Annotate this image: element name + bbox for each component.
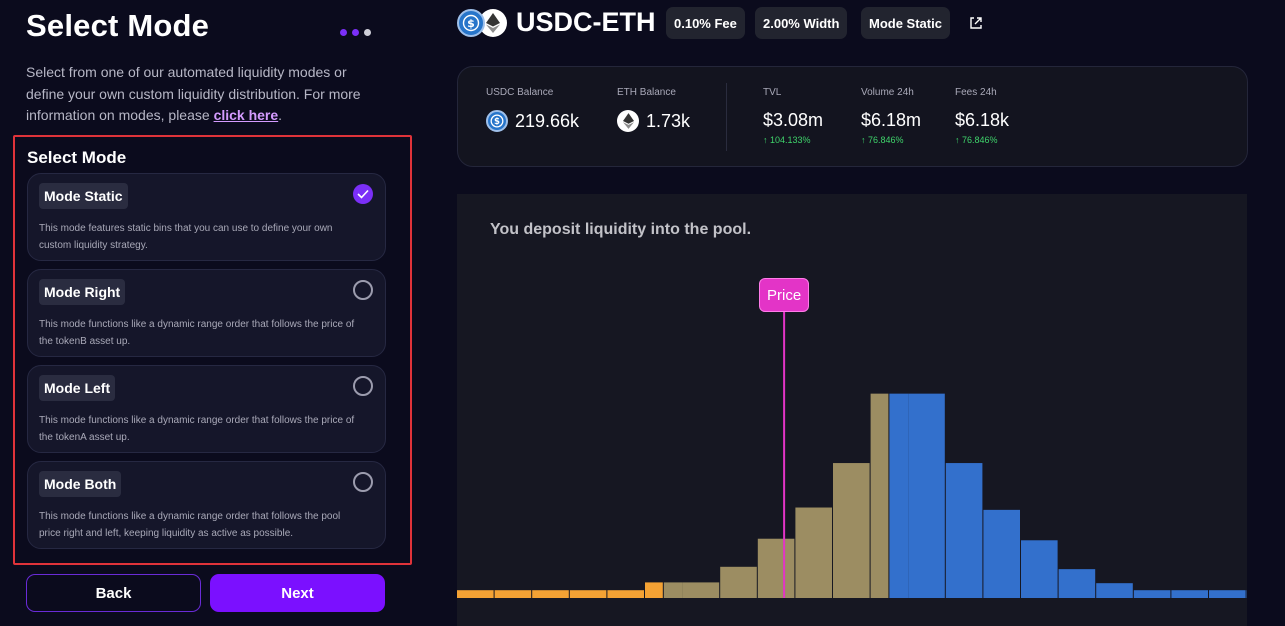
- intro-body: Select from one of our automated liquidi…: [26, 64, 361, 123]
- mode-card-both[interactable]: Mode Both This mode functions like a dyn…: [27, 461, 386, 549]
- fees-change: ↑ 76.846%: [955, 135, 998, 145]
- check-icon: [357, 189, 369, 199]
- mode-description: This mode functions like a dynamic range…: [39, 511, 341, 539]
- step-dot-1: [340, 29, 347, 36]
- mode-card-right[interactable]: Mode Right This mode functions like a dy…: [27, 269, 386, 357]
- radio-icon[interactable]: [353, 280, 373, 300]
- eth-coin-icon: [617, 110, 639, 132]
- liquidity-bar-5-b: [663, 582, 683, 598]
- liquidity-bar-13: [945, 463, 983, 598]
- fees-value: $6.18k: [955, 110, 1010, 130]
- ethereum-diamond-icon: [622, 113, 634, 129]
- pool-stats-card: USDC Balance $ 219.66k ETH Balance 1.73k…: [457, 66, 1248, 167]
- volume-change: ↑ 76.846%: [861, 135, 904, 145]
- mode-description: This mode features static bins that you …: [39, 223, 333, 251]
- liquidity-bar-20: [1209, 590, 1246, 598]
- next-button[interactable]: Next: [210, 574, 385, 612]
- usdc-coin-icon: $: [486, 110, 508, 132]
- radio-icon[interactable]: [353, 472, 373, 492]
- liquidity-bars: [457, 312, 1247, 598]
- liquidity-bar-18: [1133, 590, 1171, 598]
- width-badge: 2.00% Width: [755, 7, 848, 39]
- chart-caption: You deposit liquidity into the pool.: [490, 221, 752, 238]
- radio-checked-icon[interactable]: [353, 184, 373, 204]
- external-link-icon[interactable]: [968, 15, 984, 31]
- price-label: Price: [759, 278, 810, 312]
- liquidity-bar-3: [569, 590, 607, 598]
- mode-card-left[interactable]: Mode Left This mode functions like a dyn…: [27, 365, 386, 453]
- svg-text:$: $: [494, 117, 500, 127]
- fee-badge: 0.10% Fee: [666, 7, 745, 39]
- dollar-icon: $: [490, 114, 504, 128]
- tvl-value: $3.08m: [763, 110, 824, 130]
- liquidity-bar-12: [908, 393, 945, 598]
- liquidity-bar-9: [795, 507, 832, 598]
- volume-change-value: 76.846%: [868, 135, 904, 145]
- fees-change-value: 76.846%: [962, 135, 998, 145]
- usdc-balance-value: 219.66k: [515, 110, 580, 131]
- liquidity-bar-2: [532, 590, 569, 598]
- pair-title: USDC-ETH: [516, 7, 656, 37]
- liquidity-bar-11-b: [889, 393, 909, 598]
- token-pair-icons: $: [457, 9, 507, 37]
- step-indicator: [340, 29, 371, 36]
- click-here-link[interactable]: click here: [213, 107, 279, 123]
- liquidity-bar-7: [720, 566, 757, 598]
- mode-heading: Select Mode: [27, 148, 127, 167]
- intro-end: .: [278, 107, 283, 123]
- external-link-glyph: [970, 17, 982, 29]
- mode-description: This mode functions like a dynamic range…: [39, 415, 355, 443]
- eth-balance-label: ETH Balance: [617, 87, 676, 98]
- mode-name: Mode Both: [39, 471, 122, 497]
- volume-value: $6.18m: [861, 110, 922, 130]
- mode-badge: Mode Static: [861, 7, 950, 39]
- liquidity-bar-6: [682, 582, 720, 598]
- intro-text: Select from one of our automated liquidi…: [26, 62, 386, 127]
- liquidity-bar-5-a: [645, 582, 663, 598]
- mode-name: Mode Left: [39, 375, 116, 401]
- svg-text:$: $: [467, 17, 475, 30]
- dollar-icon: $: [462, 14, 480, 32]
- liquidity-bar-0: [457, 590, 494, 598]
- mode-description: This mode functions like a dynamic range…: [39, 319, 355, 347]
- mode-name: Mode Right: [39, 279, 126, 305]
- tvl-change: ↑ 104.133%: [763, 135, 811, 145]
- usdc-coin-icon: $: [457, 9, 485, 37]
- usdc-balance-label: USDC Balance: [486, 87, 554, 98]
- radio-icon[interactable]: [353, 376, 373, 396]
- liquidity-bar-8: [757, 538, 795, 598]
- liquidity-bar-11-a: [870, 393, 889, 598]
- volume-label: Volume 24h: [861, 87, 914, 98]
- liquidity-bar-1: [494, 590, 532, 598]
- step-dot-3: [364, 29, 371, 36]
- usdc-balance: $ 219.66k: [486, 110, 579, 132]
- mode-selection-panel: Select Mode Select from one of our autom…: [0, 0, 420, 626]
- mode-card-static[interactable]: Mode Static This mode features static bi…: [27, 173, 386, 261]
- liquidity-bar-4: [607, 590, 644, 598]
- ethereum-diamond-icon: [486, 13, 500, 33]
- tvl-label: TVL: [763, 87, 782, 98]
- liquidity-bar-14: [983, 509, 1020, 598]
- stats-divider: [726, 83, 727, 151]
- liquidity-bar-17: [1096, 583, 1133, 598]
- tvl-change-value: 104.133%: [770, 135, 811, 145]
- mode-list: Select Mode Mode Static This mode featur…: [13, 135, 412, 565]
- eth-balance: 1.73k: [617, 110, 690, 132]
- liquidity-bar-10: [833, 463, 870, 598]
- fees-label: Fees 24h: [955, 87, 997, 98]
- liquidity-bar-19: [1171, 590, 1208, 598]
- step-dot-2: [352, 29, 359, 36]
- liquidity-bar-16: [1058, 569, 1096, 598]
- liquidity-bar-15: [1021, 540, 1058, 598]
- eth-balance-value: 1.73k: [646, 110, 691, 131]
- mode-name: Mode Static: [39, 183, 128, 209]
- page-title: Select Mode: [26, 8, 210, 43]
- liquidity-chart: You deposit liquidity into the pool. Pri…: [457, 194, 1247, 626]
- back-button[interactable]: Back: [26, 574, 201, 612]
